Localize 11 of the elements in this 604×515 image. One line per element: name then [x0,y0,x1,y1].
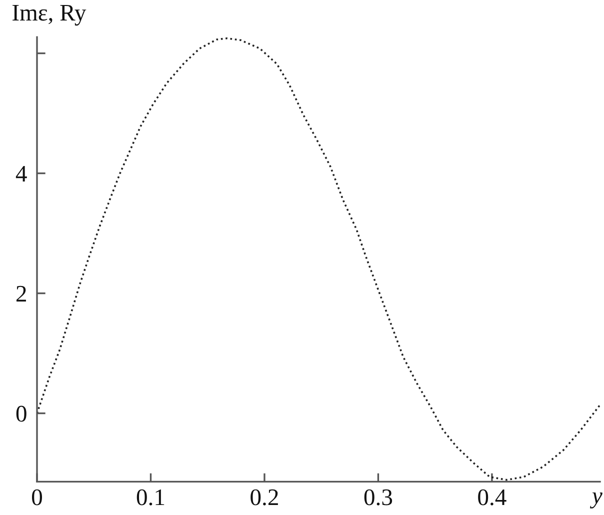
x-tick-label: 0.1 [136,489,164,506]
y-tick-label: 2 [16,286,26,302]
line-series [37,37,600,481]
x-tick-label: 0.3 [364,489,392,506]
x-axis-title: y [590,492,602,508]
x-tick-label: 0.4 [478,489,506,506]
y-axis-title: Imε, Ry [12,5,86,26]
y-tick-label: 4 [16,166,27,182]
x-tick-label: 0.2 [250,489,278,506]
y-tick-label: 0 [16,406,26,422]
x-tick-label: 0 [32,489,42,506]
